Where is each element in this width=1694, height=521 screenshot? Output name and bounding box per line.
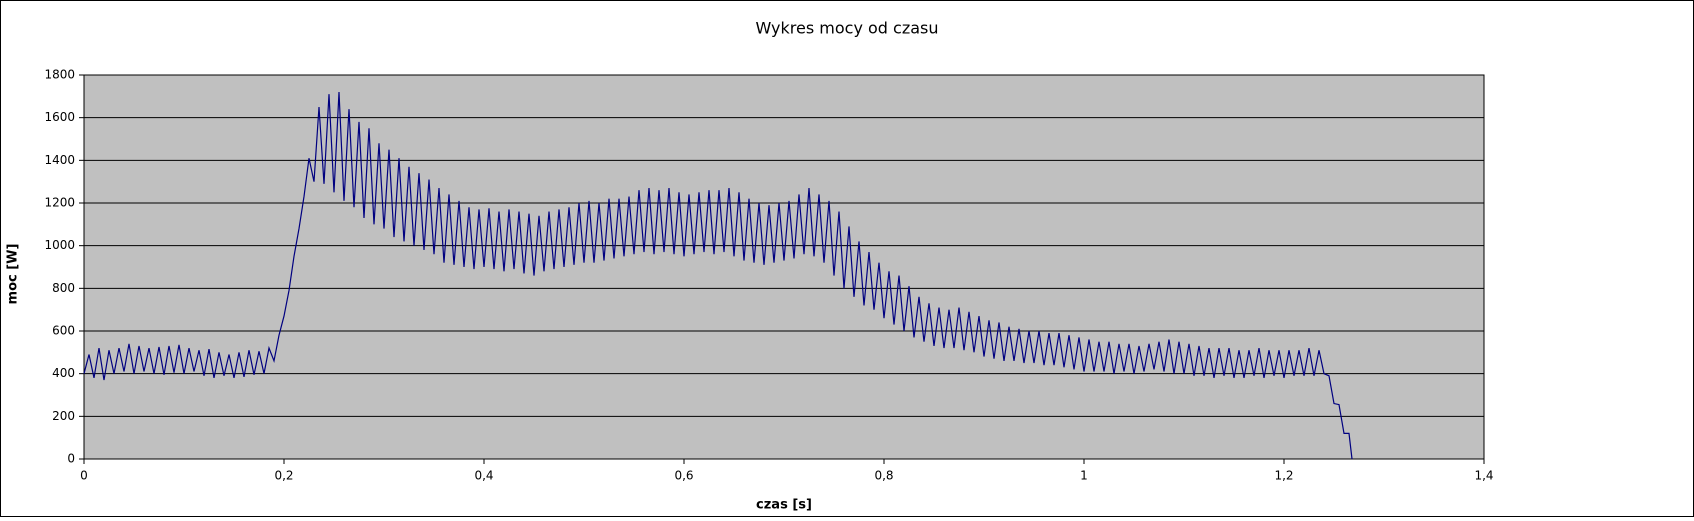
y-tick-label: 0: [67, 452, 75, 466]
x-tick-label: 0,2: [274, 469, 293, 483]
x-tick-label: 1,4: [1474, 469, 1493, 483]
x-tick-label: 0,8: [874, 469, 893, 483]
y-tick-label: 600: [52, 324, 75, 338]
y-tick-label: 1800: [44, 68, 75, 82]
plot-area: [83, 74, 1485, 460]
x-axis-title: czas [s]: [756, 498, 812, 513]
y-tick-label: 1200: [44, 196, 75, 210]
y-tick-label: 400: [52, 366, 75, 380]
y-tick-label: 1600: [44, 110, 75, 124]
y-tick-label: 800: [52, 281, 75, 295]
y-axis-title: moc [W]: [6, 244, 21, 305]
x-tick-label: 1,2: [1274, 469, 1293, 483]
chart-title: Wykres mocy od czasu: [756, 19, 939, 38]
data-line: [83, 92, 1353, 460]
x-tick-label: 0,6: [674, 469, 693, 483]
y-tick-label: 1400: [44, 153, 75, 167]
x-tick-label: 1: [1080, 469, 1088, 483]
x-tick-label: 0,4: [474, 469, 493, 483]
y-tick-label: 200: [52, 409, 75, 423]
y-tick-label: 1000: [44, 238, 75, 252]
x-tick-label: 0: [80, 469, 88, 483]
